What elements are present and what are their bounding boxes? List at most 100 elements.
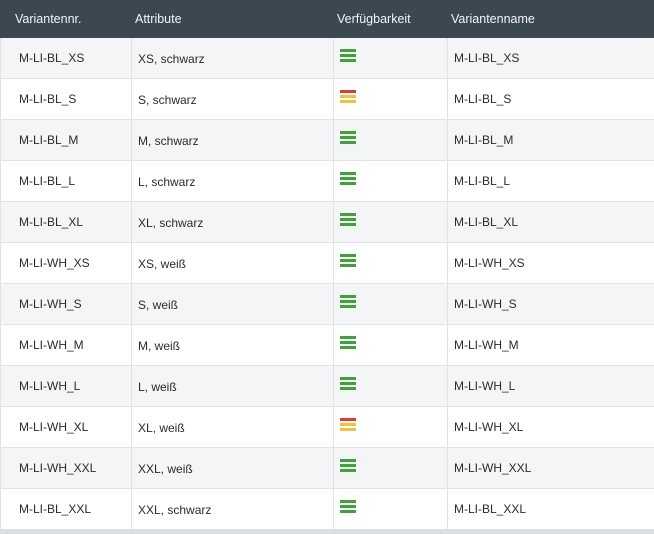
availability-bar [340, 99, 356, 103]
availability-bar [340, 345, 356, 349]
availability-bar [340, 253, 356, 257]
availability-bar [340, 181, 356, 185]
availability-bar [340, 171, 356, 175]
horizontal-scrollbar[interactable] [0, 529, 654, 534]
availability-bar [340, 140, 356, 144]
attributes-cell[interactable]: L, weiß [132, 366, 334, 406]
table-row[interactable]: M-LI-BL_XL XL, schwarz M-LI-BL_XL [0, 202, 654, 243]
variant-name-cell[interactable]: M-LI-WH_S [454, 297, 517, 311]
variant-name-cell[interactable]: M-LI-BL_XXL [454, 502, 527, 516]
table-row[interactable]: M-LI-WH_S S, weiß M-LI-WH_S [0, 284, 654, 325]
variant-number-cell[interactable]: M-LI-WH_S [0, 284, 132, 324]
availability-bar [340, 294, 356, 298]
variant-number-cell[interactable]: M-LI-BL_XXL [0, 489, 132, 529]
attributes-cell[interactable]: M, weiß [132, 325, 334, 365]
variant-number-cell[interactable]: M-LI-WH_M [0, 325, 132, 365]
availability-bar [340, 212, 356, 216]
availability-bar [340, 58, 356, 62]
attributes-cell[interactable]: M, schwarz [132, 120, 334, 160]
attributes-cell[interactable]: XL, schwarz [132, 202, 334, 242]
attributes-cell[interactable]: XXL, schwarz [132, 489, 334, 529]
availability-good-icon [340, 294, 356, 308]
variant-name-cell[interactable]: M-LI-WH_M [454, 338, 519, 352]
variant-number-cell[interactable]: M-LI-BL_M [0, 120, 132, 160]
variant-name-cell[interactable]: M-LI-WH_L [454, 379, 516, 393]
grid-body: M-LI-BL_XS XS, schwarz M-LI-BL_XS M-LI-BL_S… [0, 38, 654, 530]
variant-name-cell[interactable]: M-LI-BL_XS [454, 51, 520, 65]
column-header-availability[interactable]: Verfügbarkeit [337, 12, 411, 26]
availability-cell[interactable] [334, 38, 448, 78]
availability-bar [340, 386, 356, 390]
availability-cell[interactable] [334, 161, 448, 201]
attributes-cell[interactable]: S, weiß [132, 284, 334, 324]
availability-bar [340, 94, 356, 98]
variant-name-cell[interactable]: M-LI-BL_XL [454, 215, 519, 229]
availability-bar [340, 422, 356, 426]
column-header-variant-name[interactable]: Variantenname [451, 12, 535, 26]
table-row[interactable]: M-LI-WH_M M, weiß M-LI-WH_M [0, 325, 654, 366]
attributes-cell[interactable]: XL, weiß [132, 407, 334, 447]
availability-cell[interactable] [334, 202, 448, 242]
variant-name-cell[interactable]: M-LI-WH_XS [454, 256, 525, 270]
availability-bar [340, 53, 356, 57]
attributes-cell[interactable]: XS, schwarz [132, 38, 334, 78]
availability-cell[interactable] [334, 448, 448, 488]
availability-bar [340, 263, 356, 267]
availability-cell[interactable] [334, 407, 448, 447]
availability-bar [340, 304, 356, 308]
variant-number-cell[interactable]: M-LI-WH_L [0, 366, 132, 406]
availability-cell[interactable] [334, 243, 448, 283]
availability-good-icon [340, 335, 356, 349]
table-row[interactable]: M-LI-WH_XS XS, weiß M-LI-WH_XS [0, 243, 654, 284]
availability-good-icon [340, 48, 356, 62]
availability-bar [340, 89, 356, 93]
availability-cell[interactable] [334, 325, 448, 365]
availability-bar [340, 499, 356, 503]
column-header-variant-number[interactable]: Variantennr. [15, 12, 82, 26]
availability-bar [340, 509, 356, 513]
table-row[interactable]: M-LI-WH_L L, weiß M-LI-WH_L [0, 366, 654, 407]
attributes-cell[interactable]: L, schwarz [132, 161, 334, 201]
availability-bar [340, 335, 356, 339]
attributes-cell[interactable]: XXL, weiß [132, 448, 334, 488]
variant-name-cell[interactable]: M-LI-BL_S [454, 92, 512, 106]
availability-good-icon [340, 171, 356, 185]
table-row[interactable]: M-LI-BL_L L, schwarz M-LI-BL_L [0, 161, 654, 202]
availability-good-icon [340, 130, 356, 144]
availability-bar [340, 258, 356, 262]
variant-name-cell[interactable]: M-LI-BL_L [454, 174, 511, 188]
availability-bar [340, 135, 356, 139]
table-row[interactable]: M-LI-WH_XXL XXL, weiß M-LI-WH_XXL [0, 448, 654, 489]
availability-bar [340, 176, 356, 180]
variant-name-cell[interactable]: M-LI-WH_XXL [454, 461, 532, 475]
table-row[interactable]: M-LI-BL_XS XS, schwarz M-LI-BL_XS [0, 38, 654, 79]
variant-name-cell[interactable]: M-LI-WH_XL [454, 420, 524, 434]
variant-number-cell[interactable]: M-LI-BL_XS [0, 38, 132, 78]
availability-good-icon [340, 212, 356, 226]
attributes-cell[interactable]: XS, weiß [132, 243, 334, 283]
availability-good-icon [340, 499, 356, 513]
availability-cell[interactable] [334, 284, 448, 324]
table-row[interactable]: M-LI-BL_XXL XXL, schwarz M-LI-BL_XXL [0, 489, 654, 530]
variant-number-cell[interactable]: M-LI-BL_S [0, 79, 132, 119]
table-row[interactable]: M-LI-BL_S S, schwarz M-LI-BL_S [0, 79, 654, 120]
variant-number-cell[interactable]: M-LI-BL_L [0, 161, 132, 201]
variant-number-cell[interactable]: M-LI-WH_XXL [0, 448, 132, 488]
availability-cell[interactable] [334, 489, 448, 529]
attributes-cell[interactable]: S, schwarz [132, 79, 334, 119]
variant-number-cell[interactable]: M-LI-WH_XS [0, 243, 132, 283]
variant-name-cell[interactable]: M-LI-BL_M [454, 133, 514, 147]
availability-bar [340, 48, 356, 52]
grid-header: Variantennr. Attribute Verfügbarkeit Var… [0, 0, 654, 38]
column-header-attributes[interactable]: Attribute [135, 12, 182, 26]
availability-cell[interactable] [334, 366, 448, 406]
availability-good-icon [340, 253, 356, 267]
table-row[interactable]: M-LI-WH_XL XL, weiß M-LI-WH_XL [0, 407, 654, 448]
variant-number-cell[interactable]: M-LI-BL_XL [0, 202, 132, 242]
variant-number-cell[interactable]: M-LI-WH_XL [0, 407, 132, 447]
table-row[interactable]: M-LI-BL_M M, schwarz M-LI-BL_M [0, 120, 654, 161]
availability-bar [340, 427, 356, 431]
availability-cell[interactable] [334, 120, 448, 160]
availability-bar [340, 130, 356, 134]
availability-cell[interactable] [334, 79, 448, 119]
